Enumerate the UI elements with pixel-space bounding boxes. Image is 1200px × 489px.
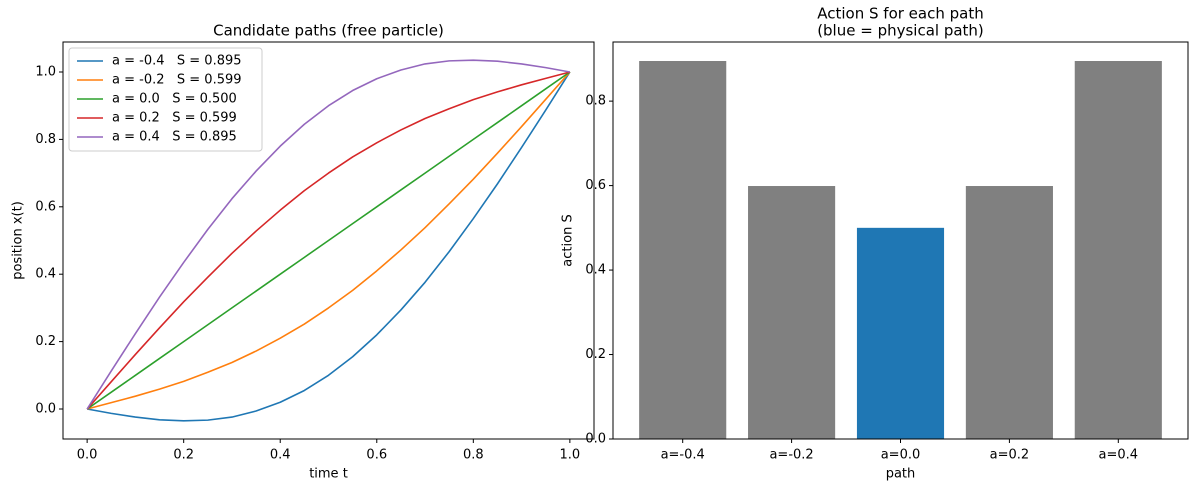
y-tick-label: 0.4 <box>35 267 56 282</box>
chart-title: Candidate paths (free particle) <box>213 22 444 40</box>
bar <box>639 61 727 440</box>
x-tick-label: 0.6 <box>366 448 387 463</box>
x-axis-label: time t <box>309 467 348 482</box>
legend-label: a = 0.0 S = 0.500 <box>112 92 237 107</box>
line-series <box>86 71 571 422</box>
y-tick-label: 0.0 <box>35 402 56 417</box>
bar <box>748 186 836 439</box>
y-tick-label: 0.8 <box>35 132 56 147</box>
x-tick-label: a=-0.2 <box>769 448 813 463</box>
y-tick-label: 0.4 <box>585 263 606 278</box>
x-tick-label: 1.0 <box>560 448 581 463</box>
y-axis-label: action S <box>561 214 576 266</box>
bar <box>965 186 1053 439</box>
y-tick-label: 0.2 <box>35 334 56 349</box>
line-series <box>86 71 571 410</box>
line-series <box>86 71 571 410</box>
legend-label: a = -0.4 S = 0.895 <box>112 54 242 69</box>
bar <box>1074 61 1162 440</box>
y-tick-label: 0.8 <box>585 94 606 109</box>
y-tick-label: 0.0 <box>585 432 606 447</box>
y-tick-label: 1.0 <box>35 64 56 79</box>
x-tick-label: a=-0.4 <box>661 448 705 463</box>
plot-frame <box>612 41 1189 440</box>
legend-label: a = 0.4 S = 0.895 <box>112 130 237 145</box>
x-tick-label: 0.4 <box>270 448 291 463</box>
x-axis-label: path <box>886 467 916 482</box>
y-axis-label: position x(t) <box>11 201 26 280</box>
line-series <box>86 59 571 410</box>
legend: a = -0.4 S = 0.895 a = -0.2 S = 0.599 a = … <box>68 47 263 152</box>
y-tick-label: 0.6 <box>585 178 606 193</box>
line-series <box>86 71 571 410</box>
x-tick-label: a=0.2 <box>990 448 1030 463</box>
x-tick-label: 0.8 <box>463 448 484 463</box>
legend-label: a = -0.2 S = 0.599 <box>112 73 242 88</box>
x-tick-label: 0.0 <box>77 448 98 463</box>
y-tick-label: 0.2 <box>585 347 606 362</box>
y-tick-label: 0.6 <box>35 199 56 214</box>
bar <box>856 227 945 439</box>
x-tick-label: a=0.0 <box>881 448 921 463</box>
legend-label: a = 0.2 S = 0.599 <box>112 111 237 126</box>
x-tick-label: a=0.4 <box>1099 448 1139 463</box>
chart-subtitle: (blue = physical path) <box>817 22 984 40</box>
chart-title: Action S for each path <box>817 5 983 23</box>
legend-frame <box>68 47 263 152</box>
x-tick-label: 0.2 <box>173 448 194 463</box>
plot-frame <box>62 41 595 440</box>
